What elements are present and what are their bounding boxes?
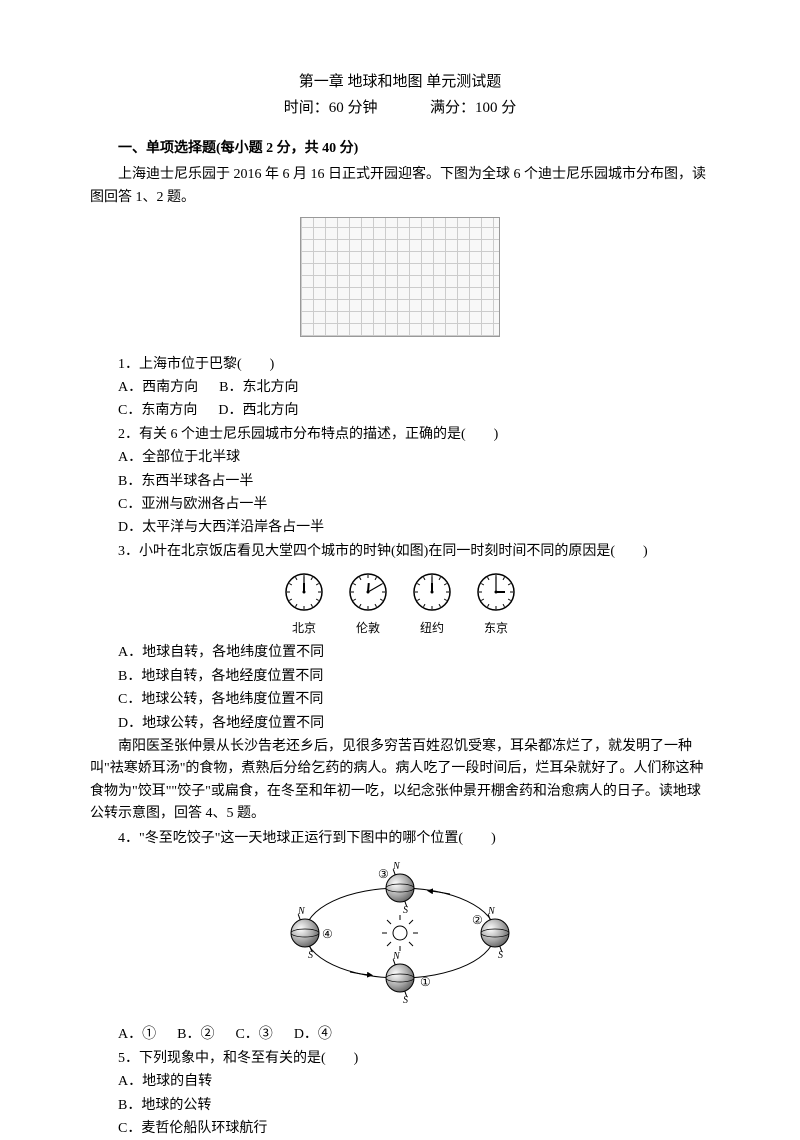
clock-icon <box>347 571 389 613</box>
score-label: 满分：100 分 <box>430 100 516 116</box>
intro-paragraph-1: 上海迪士尼乐园于 2016 年 6 月 16 日正式开园迎客。下图为全球 6 个… <box>90 164 710 209</box>
orbit-s-label: S <box>308 950 313 961</box>
q1-options-row1: A．西南方向 B．东北方向 <box>90 377 710 399</box>
clock-unit: 纽约 <box>411 571 453 638</box>
clock-label: 北京 <box>283 619 325 638</box>
figure-orbit: N S ④ N S ③ N S ② N S ① <box>90 858 710 1016</box>
q1-options-row2: C．东南方向 D．西北方向 <box>90 400 710 422</box>
q1-optC: C．东南方向 <box>118 403 197 418</box>
q2-stem: 2．有关 6 个迪士尼乐园城市分布特点的描述，正确的是( ) <box>90 424 710 446</box>
q2-optA: A．全部位于北半球 <box>90 447 710 469</box>
page-subtitle: 时间：60 分钟 满分：100 分 <box>90 96 710 120</box>
intro-paragraph-2: 南阳医圣张仲景从长沙告老还乡后，见很多穷苦百姓忍饥受寒，耳朵都冻烂了，就发明了一… <box>90 736 710 826</box>
q4-optB: B．② <box>177 1027 214 1042</box>
page-title: 第一章 地球和地图 单元测试题 <box>90 70 710 94</box>
orbit-label-2: ② <box>472 913 483 927</box>
q1-optA: A．西南方向 <box>118 380 198 395</box>
spacer <box>276 1027 290 1042</box>
q4-optD: D．④ <box>294 1027 332 1042</box>
figure-world-map <box>90 217 710 345</box>
figure-clocks: 北京 伦敦 纽约 <box>90 571 710 638</box>
clock-label: 纽约 <box>411 619 453 638</box>
orbit-label-1: ① <box>420 975 431 989</box>
q2-optB: B．东西半球各占一半 <box>90 471 710 493</box>
q3-stem: 3．小叶在北京饭店看见大堂四个城市的时钟(如图)在同一时刻时间不同的原因是( ) <box>90 541 710 563</box>
q4-optA: A．① <box>118 1027 156 1042</box>
q5-optA: A．地球的自转 <box>90 1071 710 1093</box>
clock-icon <box>475 571 517 613</box>
spacer <box>202 380 216 395</box>
q2-optD: D．太平洋与大西洋沿岸各占一半 <box>90 517 710 539</box>
clock-icon <box>411 571 453 613</box>
q4-optC: C．③ <box>235 1027 272 1042</box>
orbit-n-label: N <box>392 951 401 962</box>
orbit-svg: N S ④ N S ③ N S ② N S ① <box>280 858 520 1008</box>
q5-optC: C．麦哲伦船队环球航行 <box>90 1118 710 1140</box>
spacer <box>218 1027 232 1042</box>
q5-optB: B．地球的公转 <box>90 1095 710 1117</box>
orbit-globe-bottom: N S ① <box>386 951 431 1006</box>
orbit-label-3: ③ <box>378 867 389 881</box>
q3-optA: A．地球自转，各地纬度位置不同 <box>90 642 710 664</box>
clock-unit: 北京 <box>283 571 325 638</box>
q1-optD: D．西北方向 <box>218 403 298 418</box>
section-1-heading: 一、单项选择题(每小题 2 分，共 40 分) <box>90 138 710 160</box>
orbit-s-label: S <box>403 995 408 1006</box>
orbit-s-label: S <box>403 905 408 916</box>
q4-stem: 4．"冬至吃饺子"这一天地球正运行到下图中的哪个位置( ) <box>90 828 710 850</box>
spacer <box>160 1027 174 1042</box>
q1-optB: B．东北方向 <box>219 380 298 395</box>
spacer <box>201 403 215 418</box>
q2-optC: C．亚洲与欧洲各占一半 <box>90 494 710 516</box>
q4-options: A．① B．② C．③ D．④ <box>90 1024 710 1046</box>
q3-optD: D．地球公转，各地经度位置不同 <box>90 713 710 735</box>
clock-label: 伦敦 <box>347 619 389 638</box>
orbit-n-label: N <box>487 906 496 917</box>
orbit-s-label: S <box>498 950 503 961</box>
clock-unit: 伦敦 <box>347 571 389 638</box>
orbit-label-4: ④ <box>322 927 333 941</box>
spacer <box>381 100 426 116</box>
world-map-placeholder <box>300 217 500 337</box>
orbit-n-label: N <box>297 906 306 917</box>
q3-optC: C．地球公转，各地纬度位置不同 <box>90 689 710 711</box>
orbit-n-label: N <box>392 861 401 872</box>
time-label: 时间：60 分钟 <box>284 100 378 116</box>
clock-unit: 东京 <box>475 571 517 638</box>
page-header: 第一章 地球和地图 单元测试题 时间：60 分钟 满分：100 分 <box>90 70 710 120</box>
q5-stem: 5．下列现象中，和冬至有关的是( ) <box>90 1048 710 1070</box>
q3-optB: B．地球自转，各地经度位置不同 <box>90 666 710 688</box>
clock-icon <box>283 571 325 613</box>
q1-stem: 1．上海市位于巴黎( ) <box>90 354 710 376</box>
orbit-globe-right: N S ② <box>472 906 509 961</box>
clock-label: 东京 <box>475 619 517 638</box>
orbit-globe-left: N S ④ <box>291 906 333 961</box>
